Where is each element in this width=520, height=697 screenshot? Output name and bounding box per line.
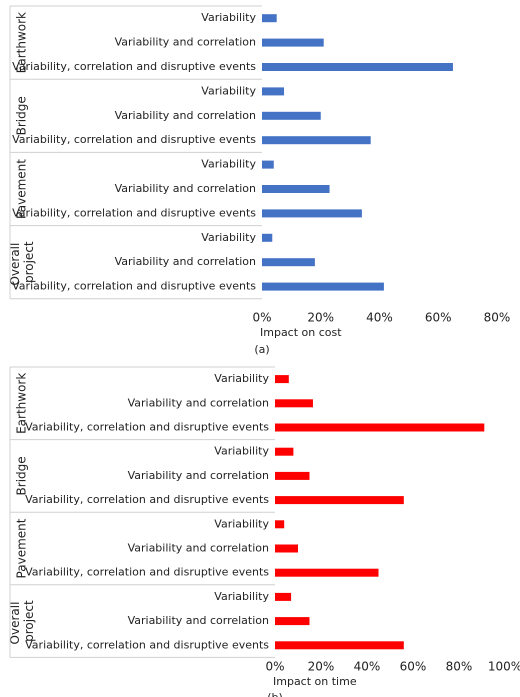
- bar: [275, 520, 285, 529]
- category-label: Variability and correlation: [128, 396, 269, 409]
- group-label: Bridge: [15, 96, 29, 135]
- x-axis-label: Impact on cost: [260, 326, 342, 339]
- group-label-line: Overall: [7, 239, 21, 286]
- group-label: Earthwork: [15, 373, 29, 434]
- category-label: Variability, correlation and disruptive …: [12, 60, 256, 73]
- category-label: Variability, correlation and disruptive …: [25, 493, 269, 506]
- bar: [262, 160, 274, 169]
- bar: [262, 185, 330, 193]
- group-label: Overall project: [7, 239, 35, 286]
- bar: [262, 87, 285, 96]
- category-label: Variability: [201, 231, 256, 244]
- bar: [275, 447, 294, 456]
- bar: [262, 38, 324, 47]
- bar: [262, 233, 273, 242]
- caption: (a): [254, 343, 269, 356]
- x-tick-label: 40%: [366, 311, 393, 325]
- x-tick-label: 40%: [354, 660, 381, 674]
- category-label: Variability, correlation and disruptive …: [25, 638, 269, 651]
- group-label-line: Overall: [7, 598, 21, 645]
- group-label: Overall project: [7, 598, 35, 645]
- category-label: Variability and correlation: [128, 542, 269, 555]
- bar: [262, 282, 384, 291]
- group-label-line: project: [22, 600, 36, 642]
- category-label: Variability and correlation: [115, 109, 256, 122]
- category-label: Variability and correlation: [115, 255, 256, 268]
- category-label: Variability: [214, 445, 269, 458]
- group-label: Earthwork: [15, 12, 29, 73]
- category-label: Variability, correlation and disruptive …: [25, 566, 269, 579]
- category-label: Variability: [214, 372, 269, 385]
- bar: [262, 63, 453, 71]
- x-axis-label: Impact on time: [273, 675, 357, 688]
- x-tick-label: 0%: [265, 660, 284, 674]
- category-label: Variability and correlation: [115, 182, 256, 195]
- category-label: Variability: [201, 11, 256, 24]
- category-label: Variability, correlation and disruptive …: [12, 280, 256, 293]
- x-tick-label: 80%: [446, 660, 473, 674]
- bar: [275, 471, 310, 480]
- bar: [275, 399, 313, 408]
- category-label: Variability and correlation: [128, 469, 269, 482]
- category-label: Variability and correlation: [115, 36, 256, 49]
- caption: (b): [267, 691, 283, 697]
- bar: [275, 641, 404, 650]
- group-label: Pavement: [15, 159, 29, 219]
- bar: [275, 592, 292, 601]
- bar: [262, 136, 371, 145]
- category-label: Variability: [214, 590, 269, 603]
- category-label: Variability: [201, 84, 256, 97]
- category-label: Variability: [201, 158, 256, 171]
- category-label: Variability: [214, 517, 269, 530]
- x-tick-label: 60%: [400, 660, 427, 674]
- bar: [275, 568, 379, 577]
- category-label: Variability and correlation: [128, 614, 269, 627]
- group-label: Bridge: [15, 456, 29, 495]
- bar: [262, 209, 362, 218]
- group-label: Pavement: [15, 518, 29, 578]
- category-label: Variability, correlation and disruptive …: [12, 133, 256, 146]
- bar: [275, 544, 298, 553]
- x-tick-label: 0%: [252, 311, 271, 325]
- bar: [275, 496, 404, 505]
- x-tick-label: 60%: [425, 311, 452, 325]
- bar: [275, 375, 289, 384]
- bar: [275, 617, 310, 626]
- bar: [262, 258, 315, 267]
- bar: [262, 14, 277, 23]
- x-tick-label: 20%: [308, 660, 335, 674]
- bar: [275, 423, 485, 432]
- x-tick-label: 20%: [307, 311, 334, 325]
- group-label-line: project: [22, 241, 36, 283]
- category-label: Variability, correlation and disruptive …: [25, 421, 269, 434]
- category-label: Variability, correlation and disruptive …: [12, 206, 256, 219]
- x-tick-label: 100%: [488, 660, 520, 674]
- x-tick-label: 80%: [484, 311, 511, 325]
- bar: [262, 111, 321, 120]
